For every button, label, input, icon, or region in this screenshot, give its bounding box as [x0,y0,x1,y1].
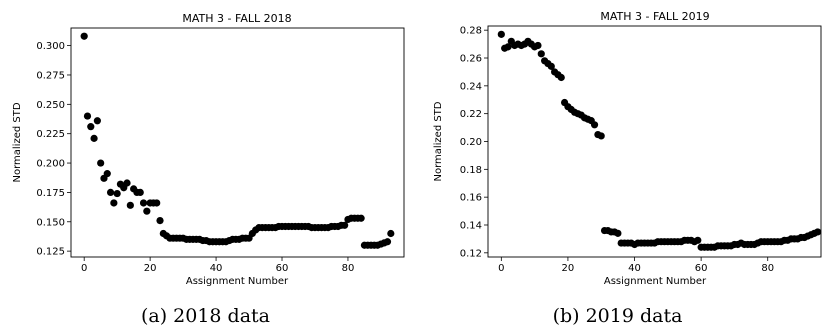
data-point [93,117,101,125]
data-point [83,112,92,120]
caption-2018: (a) 2018 data [140,305,271,327]
data-point [126,201,134,209]
y-tick-label: 0.12 [460,248,482,259]
data-point [504,43,512,51]
data-point [139,199,148,207]
x-tick-label: 40 [628,263,641,274]
x-tick-label: 0 [81,263,87,274]
data-point [143,207,151,215]
y-tick-label: 0.275 [36,70,65,81]
data-point [557,73,565,82]
chart-2018: MATH 3 - FALL 2018 0 20 40 60 80 0.125 0.150 0.1… [12,12,405,287]
y-tick-label: 0.18 [460,165,482,176]
x-tick-label: 60 [695,263,708,274]
data-point [547,62,555,70]
y-tick-label: 0.24 [460,81,482,92]
y-tick-label: 0.150 [36,217,65,228]
y-tick-label: 0.200 [36,159,65,170]
data-point [341,221,349,229]
x-tick-label: 60 [276,263,289,274]
data-point [123,179,131,187]
y-tick-label: 0.22 [460,109,482,120]
y-tick-label: 0.250 [36,100,65,111]
data-point [357,214,365,222]
data-point [537,50,545,58]
x-tick-label: 80 [761,263,774,274]
x-axis-label: Assignment Number [186,276,289,287]
x-tick-label: 40 [210,263,223,274]
caption-2019: (b) 2019 data [552,305,683,327]
data-point [103,170,111,178]
y-tick-label: 0.26 [460,54,482,65]
data-point [383,238,392,246]
x-axis-label: Assignment Number [604,276,707,287]
data-point [136,188,144,197]
x-tick-label: 0 [498,263,504,274]
x-tick-label: 80 [342,263,355,274]
data-point [614,229,622,237]
chart-2019: MATH 3 - FALL 2019 0 20 40 60 80 0.12 0.14 0.16 0… [433,10,822,287]
data-point [534,41,542,50]
data-point [80,32,88,40]
data-point [87,123,95,131]
y-axis-label: Normalized STD [12,102,23,182]
plot-frame [70,27,405,258]
chart-title: MATH 3 - FALL 2019 [600,10,709,23]
data-point [387,229,395,238]
data-point [110,199,118,207]
data-point [597,132,605,140]
data-point [497,30,505,38]
y-tick-label: 0.28 [460,26,482,37]
y-tick-label: 0.125 [36,247,65,258]
data-point [590,121,599,129]
data-point [694,236,702,244]
y-tick-label: 0.20 [460,137,482,148]
x-tick-label: 20 [144,263,157,274]
y-tick-label: 0.300 [36,41,65,52]
data-point [97,159,105,167]
data-point [90,134,98,142]
y-axis-label: Normalized STD [433,101,444,181]
y-tick-label: 0.225 [36,129,65,140]
chart-title: MATH 3 - FALL 2018 [182,12,291,25]
y-tick-label: 0.175 [36,188,65,199]
y-tick-label: 0.14 [460,220,482,231]
x-tick-label: 20 [562,263,575,274]
data-point [113,189,121,198]
data-point [153,199,161,207]
data-point [814,228,822,236]
data-point [106,188,115,197]
y-tick-label: 0.16 [460,193,482,204]
plot-frame [487,25,822,258]
data-point [156,216,164,225]
